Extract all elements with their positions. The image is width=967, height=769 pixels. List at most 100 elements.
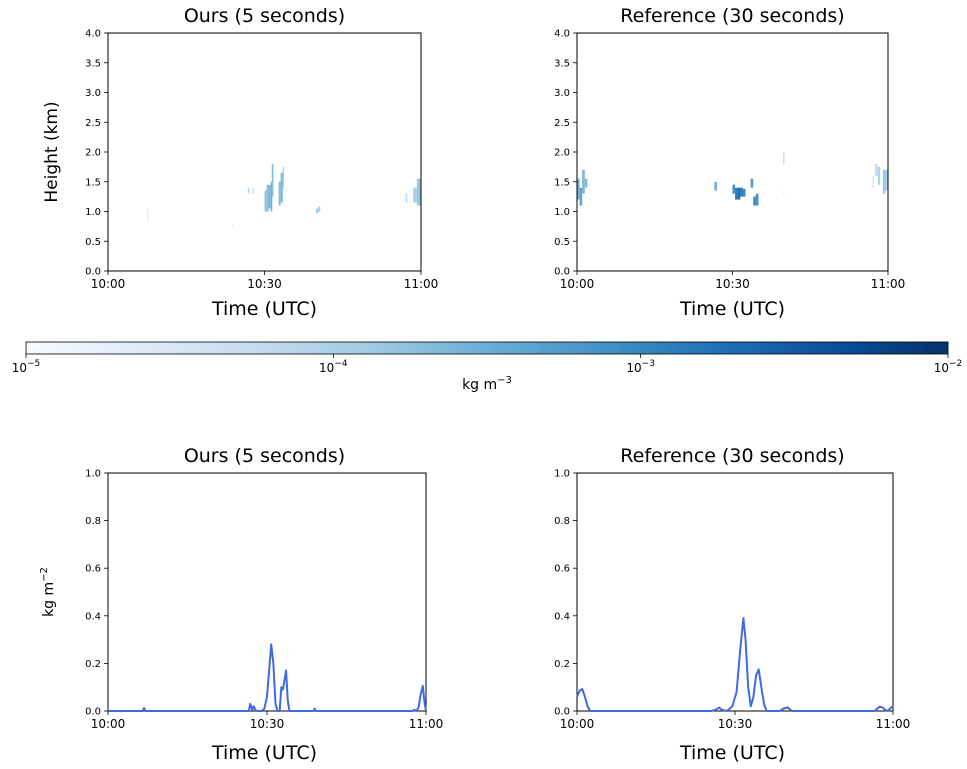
y-axis-label: kg m−2 — [39, 567, 57, 617]
heatmap-cell — [783, 190, 785, 195]
x-tick-label: 10:00 — [560, 717, 595, 731]
heatmap-cell — [147, 208, 149, 221]
heatmap-cell — [753, 196, 756, 206]
x-tick-label: 10:30 — [718, 717, 753, 731]
colorbar-tick-label: 10−3 — [626, 359, 655, 375]
heatmap-cell — [271, 163, 274, 197]
x-tick-label: 11:00 — [871, 277, 906, 291]
series-line — [576, 617, 894, 712]
y-tick-label: 3.0 — [554, 88, 570, 99]
colorbar-tick-label: 10−4 — [319, 359, 348, 375]
colorbar-ticks: 10−5 10−4 10−3 10−2 — [12, 354, 963, 375]
series-lines — [108, 643, 427, 712]
y-tick-label: 2.0 — [85, 148, 101, 159]
heatmap-cell — [740, 187, 743, 197]
chart-title: Ours (5 seconds) — [184, 5, 345, 27]
y-tick-label: 3.5 — [554, 58, 570, 69]
y-tick-label: 0.0 — [554, 267, 570, 278]
x-tick-label: 10:30 — [247, 277, 282, 291]
y-tick-label: 0.5 — [554, 237, 570, 248]
heatmap-cell — [268, 184, 271, 209]
panel-ours-heatmap: Ours (5 seconds) 0.0 0.5 1.0 1.5 2.0 2.5 3.0 3.… — [42, 5, 438, 320]
plot-frame — [107, 32, 422, 272]
y-tick-label: 1.0 — [554, 207, 570, 218]
heatmap-cell — [714, 181, 717, 191]
x-ticks: 10:00 10:30 11:00 — [91, 271, 439, 291]
heatmap-cell — [872, 175, 875, 188]
heatmap-cell — [735, 187, 738, 200]
heatmap-cell — [282, 166, 284, 188]
heatmap-cell — [318, 206, 321, 212]
heatmap-cells — [577, 152, 888, 206]
heatmap-cell — [875, 163, 878, 176]
series-line — [108, 643, 427, 712]
chart-title: Reference (30 seconds) — [620, 5, 844, 27]
colorbar-tick-label: 10−5 — [12, 359, 41, 375]
y-tick-label: 1.5 — [85, 177, 101, 188]
x-axis-label: Time (UTC) — [211, 742, 317, 764]
heatmap-cell — [750, 178, 754, 188]
x-ticks: 10:00 10:30 11:00 — [560, 711, 910, 731]
heatmap-cell — [252, 187, 254, 194]
panel-reference-heatmap: Reference (30 seconds) 0.0 0.5 1.0 1.5 2.0 2.… — [554, 5, 905, 320]
heatmap-cell — [783, 152, 785, 164]
colorbar-tick-label: 10−2 — [934, 359, 963, 375]
plot-frame — [576, 32, 889, 272]
y-tick-label: 0.0 — [554, 707, 570, 718]
heatmap-cell — [264, 190, 267, 212]
plot-frame — [576, 472, 894, 712]
plot-frame — [107, 472, 427, 712]
y-tick-label: 1.0 — [85, 469, 101, 480]
chart-title: Ours (5 seconds) — [184, 445, 345, 467]
x-axis-label: Time (UTC) — [211, 298, 317, 320]
heatmap-cell — [584, 178, 588, 188]
colorbar-label: kg m−3 — [462, 375, 512, 393]
y-ticks: 0.0 0.2 0.4 0.6 0.8 1.0 — [554, 469, 577, 718]
y-tick-label: 3.5 — [85, 58, 101, 69]
heatmap-cell — [579, 187, 583, 206]
y-tick-label: 1.0 — [85, 207, 101, 218]
heatmap-cell — [278, 181, 281, 206]
x-tick-label: 10:30 — [715, 277, 750, 291]
panel-ours-line: Ours (5 seconds) 0.0 0.2 0.4 0.6 0.8 1.0 10:0… — [39, 445, 443, 764]
heatmap-cell — [413, 187, 417, 203]
heatmap-cell — [882, 169, 886, 194]
panel-reference-line: Reference (30 seconds) 0.0 0.2 0.4 0.6 0.8 1.… — [554, 445, 910, 764]
heatmap-cell — [232, 223, 234, 227]
heatmap-cell — [247, 187, 250, 194]
y-tick-label: 0.6 — [85, 564, 101, 575]
heatmap-cell — [270, 181, 273, 212]
heatmap-cell — [266, 184, 269, 212]
heatmap-cell — [885, 169, 888, 191]
y-tick-label: 0.4 — [85, 611, 101, 622]
heatmap-cell — [416, 178, 421, 206]
y-axis-label: Height (km) — [42, 101, 62, 202]
heatmap-cell — [737, 187, 741, 200]
y-tick-label: 0.4 — [554, 611, 570, 622]
heatmap-cells — [147, 163, 421, 227]
x-tick-label: 10:00 — [560, 277, 595, 291]
x-tick-label: 10:00 — [91, 717, 126, 731]
y-ticks: 0.0 0.5 1.0 1.5 2.0 2.5 3.0 3.5 4.0 — [85, 29, 108, 278]
x-axis-label: Time (UTC) — [679, 298, 785, 320]
x-ticks: 10:00 10:30 11:00 — [560, 271, 906, 291]
y-tick-label: 2.5 — [554, 118, 570, 129]
y-tick-label: 2.0 — [554, 148, 570, 159]
y-tick-label: 1.0 — [554, 469, 570, 480]
y-tick-label: 0.8 — [85, 516, 101, 527]
heatmap-cell — [877, 166, 881, 185]
y-ticks: 0.0 0.5 1.0 1.5 2.0 2.5 3.0 3.5 4.0 — [554, 29, 577, 278]
heatmap-cell — [582, 169, 585, 194]
y-tick-label: 0.2 — [554, 659, 570, 670]
colorbar: 10−5 10−4 10−3 10−2 kg m−3 — [12, 341, 963, 393]
x-tick-label: 11:00 — [404, 277, 439, 291]
heatmap-cell — [732, 184, 736, 194]
y-tick-label: 0.0 — [85, 267, 101, 278]
x-ticks: 10:00 10:30 11:00 — [91, 711, 444, 731]
y-tick-label: 2.5 — [85, 118, 101, 129]
x-tick-label: 11:00 — [409, 717, 444, 731]
heatmap-cell — [577, 178, 580, 200]
heatmap-cell — [405, 193, 408, 203]
x-tick-label: 10:00 — [91, 277, 126, 291]
